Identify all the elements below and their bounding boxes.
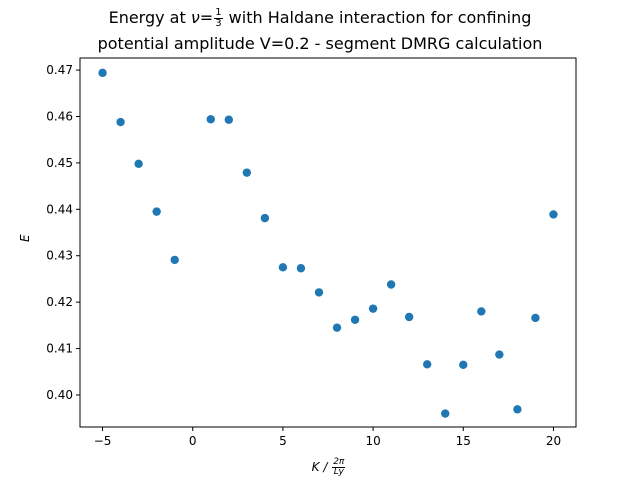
x-tick-label: 10 <box>365 434 380 448</box>
data-point <box>260 213 270 223</box>
chart-title-frac-num: 1 <box>214 7 223 19</box>
data-point <box>116 117 125 127</box>
y-tick-label: 0.46 <box>46 109 73 123</box>
x-tick-label: 15 <box>456 434 471 448</box>
data-point <box>278 263 288 272</box>
axis-ticks: −5 0 5 10 15 20 0.40 0.41 0.42 0.43 0.44 0.45 0.46 0.… <box>46 63 561 448</box>
axes-frame <box>79 57 577 428</box>
chart-title-nu: ν <box>190 8 200 27</box>
data-point <box>350 315 360 324</box>
chart-title-eq: = <box>199 8 214 27</box>
data-point <box>242 168 252 177</box>
data-point <box>441 409 450 418</box>
y-tick-label: 0.44 <box>46 202 73 216</box>
chart-title: Energy at ν= 1 3 with Haldane interaction … <box>0 8 640 29</box>
y-tick-label: 0.42 <box>46 295 73 309</box>
data-point <box>549 210 558 219</box>
data-points <box>98 68 558 418</box>
data-point <box>170 255 179 265</box>
data-point <box>531 313 540 323</box>
data-point <box>386 280 396 289</box>
chart-title-prefix: Energy at <box>108 8 186 27</box>
y-tick-label: 0.47 <box>46 63 73 77</box>
data-point <box>513 405 522 414</box>
data-point <box>296 264 306 273</box>
y-axis-label: E <box>18 234 32 242</box>
x-axis-label-frac-den: Ly <box>333 467 344 477</box>
x-axis-label-main: K / <box>311 460 328 474</box>
data-point <box>134 159 143 169</box>
y-tick-label: 0.41 <box>46 342 73 356</box>
y-tick-label: 0.40 <box>46 388 73 402</box>
x-tick-label: 0 <box>189 434 197 448</box>
data-point <box>495 350 504 359</box>
data-point <box>368 304 378 313</box>
x-axis-label-fraction: 2π Ly <box>332 457 346 477</box>
data-point <box>332 323 342 332</box>
data-point <box>152 207 161 216</box>
data-point <box>314 288 324 297</box>
x-axis-label-frac-num: 2π <box>332 457 346 468</box>
data-point <box>404 312 414 322</box>
data-point <box>206 115 215 124</box>
data-point <box>224 115 233 124</box>
chart-title-frac-den: 3 <box>215 18 222 29</box>
chart-title-line2: potential amplitude V=0.2 - segment DMRG… <box>97 34 543 53</box>
chart-title-suffix: with Haldane interaction for confining <box>228 8 532 27</box>
x-tick-label: 20 <box>546 434 561 448</box>
data-point <box>477 307 486 316</box>
y-tick-label: 0.45 <box>46 156 73 170</box>
x-tick-label: 5 <box>279 434 287 448</box>
x-axis-label: K / 2π Ly <box>0 458 640 477</box>
y-tick-label: 0.43 <box>46 249 73 263</box>
data-point <box>98 68 107 78</box>
data-point <box>459 360 468 370</box>
x-tick-label: −5 <box>94 434 112 448</box>
data-point <box>423 360 432 369</box>
